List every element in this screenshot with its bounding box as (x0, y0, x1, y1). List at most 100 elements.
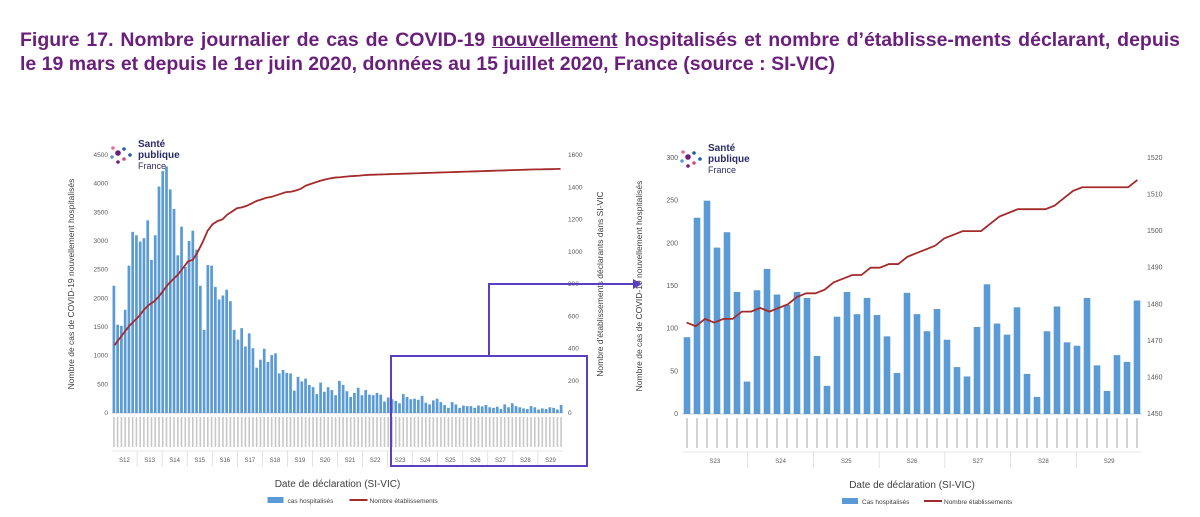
logo-line1: Santé (708, 143, 736, 154)
y-right-tick-label: 1200 (568, 217, 583, 224)
bar (863, 297, 871, 414)
x-date-tick-mark (1136, 418, 1138, 448)
bar (289, 373, 292, 413)
y-left-tick-label: 100 (666, 326, 678, 333)
x-date-tick-mark (116, 417, 119, 447)
bar (465, 406, 469, 413)
x-date-tick-mark (248, 417, 250, 447)
x-date-tick-mark (417, 417, 420, 447)
x-date-tick-mark (146, 417, 149, 447)
x-date-tick-mark (896, 418, 898, 448)
x-date-tick-mark (522, 417, 525, 447)
bar (127, 265, 131, 413)
bar (172, 208, 176, 413)
x-date-tick-mark (488, 417, 491, 447)
bar (477, 405, 480, 413)
bar (495, 406, 499, 413)
bar (439, 402, 443, 413)
bar (1033, 396, 1041, 414)
x-date-tick-mark (1066, 418, 1068, 448)
x-date-tick-mark (856, 418, 858, 448)
bar (210, 265, 213, 413)
bar (733, 291, 741, 414)
bar (963, 376, 971, 414)
x-date-tick-mark (986, 418, 988, 448)
bar (368, 394, 371, 413)
bar (507, 407, 510, 413)
y-right-tick-label: 1460 (1147, 374, 1163, 381)
week-label: S26 (907, 459, 918, 465)
bar (285, 372, 289, 413)
bar (424, 402, 428, 413)
week-label: S19 (295, 458, 306, 464)
bar (123, 309, 127, 413)
y-left-tick-label: 4500 (94, 152, 109, 159)
bar (723, 232, 731, 414)
bar (683, 337, 691, 414)
bar (492, 407, 495, 413)
bar (221, 295, 225, 413)
week-label: S25 (445, 458, 456, 464)
bar (360, 395, 364, 413)
x-date-tick-mark (131, 417, 134, 447)
x-date-tick-mark (507, 417, 510, 447)
bar (443, 404, 446, 413)
x-date-tick-mark (425, 417, 427, 447)
week-label: S22 (370, 458, 381, 464)
x-date-tick-mark (402, 417, 405, 447)
bar (334, 395, 337, 413)
x-date-tick-mark (161, 417, 164, 447)
bar (544, 408, 548, 413)
x-date-tick-mark (926, 418, 928, 448)
bar (319, 382, 322, 413)
x-date-tick-mark (270, 417, 273, 447)
bar (304, 378, 307, 413)
x-date-tick-mark (443, 417, 446, 447)
x-date-tick-mark (485, 417, 487, 447)
bar (277, 373, 281, 413)
x-date-tick-mark (207, 417, 209, 447)
x-date-tick-mark (492, 417, 495, 447)
chart-left: 0 500 1000 1500 2000 2500 3000 3500 4000 4500 0 200… (66, 139, 605, 505)
legend-label-etablissements: Nombre établissements (944, 499, 1013, 505)
x-date-tick-mark (304, 417, 307, 447)
bar (833, 316, 841, 414)
x-date-tick-mark (135, 417, 138, 447)
x-date-tick-mark (169, 417, 172, 447)
figure-title: Figure 17. Nombre journalier de cas de C… (20, 28, 1180, 76)
week-label: S12 (119, 458, 130, 464)
x-date-tick-mark (846, 418, 848, 448)
bar (993, 323, 1001, 414)
logo-dot-icon (685, 154, 691, 160)
bar (236, 339, 240, 413)
bar (413, 398, 416, 413)
x-date-tick-mark (736, 418, 738, 448)
x-date-tick-mark (1126, 418, 1128, 448)
y-left-tick-label: 2500 (94, 267, 109, 274)
x-date-tick-mark (364, 417, 367, 447)
x-date-tick-mark (218, 417, 220, 447)
x-date-tick-mark (916, 418, 918, 448)
x-date-tick-mark (244, 417, 247, 447)
x-date-tick-mark (173, 417, 175, 447)
bar (973, 326, 981, 414)
bar (191, 230, 195, 413)
bar (793, 291, 801, 414)
bar (1003, 334, 1011, 414)
x-date-tick-mark (342, 417, 344, 447)
bar (447, 407, 450, 413)
bar (240, 328, 244, 413)
y-left-tick-label: 1000 (94, 353, 109, 360)
bar (559, 404, 563, 413)
x-date-tick-mark (519, 417, 521, 447)
week-label: S29 (545, 458, 556, 464)
bar (270, 355, 274, 413)
x-date-tick-mark (346, 417, 348, 447)
bar (255, 367, 259, 413)
bar (266, 361, 270, 413)
bar (244, 346, 247, 413)
y-left-axis-label: Nombre de cas de COVID-19 nouvellement h… (634, 181, 644, 392)
logo-dot-icon (692, 161, 696, 165)
bar (206, 265, 210, 413)
